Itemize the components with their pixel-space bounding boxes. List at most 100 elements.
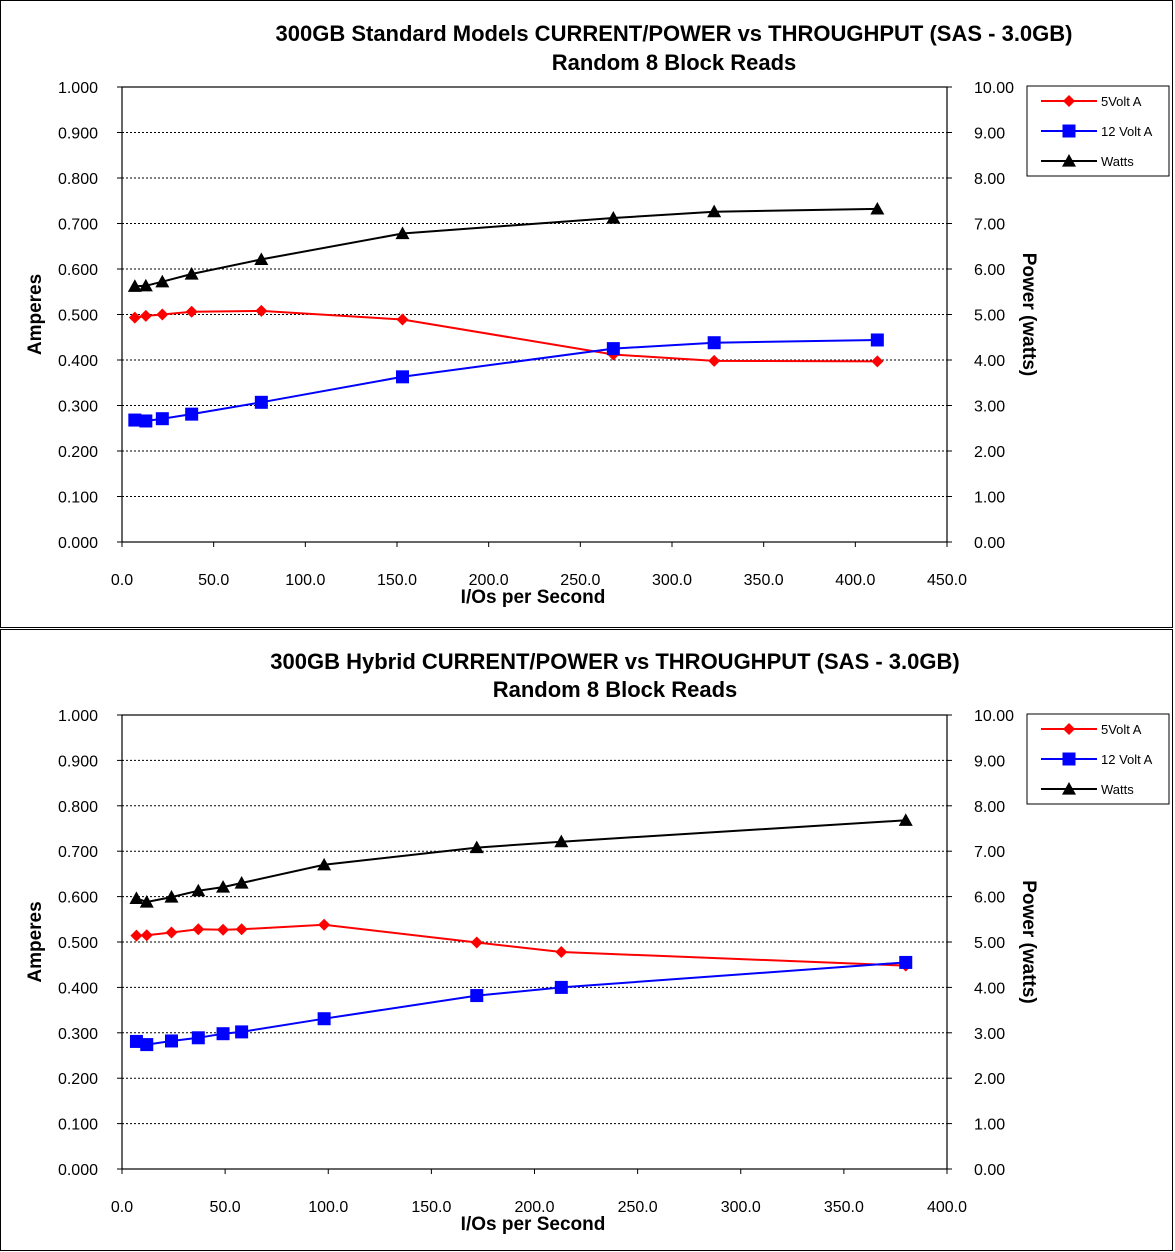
data-point <box>254 395 268 409</box>
y-tick-label: 0.900 <box>58 126 98 143</box>
data-point <box>128 311 141 324</box>
x-tick-label: 400.0 <box>835 572 875 589</box>
chart-subtitle: Random 8 Block Reads <box>552 50 797 75</box>
chart-subtitle: Random 8 Block Reads <box>493 677 738 702</box>
y2-tick-label: 2.00 <box>974 444 1005 461</box>
data-point <box>317 857 332 871</box>
data-point <box>898 813 913 826</box>
y-tick-label: 0.100 <box>58 490 98 507</box>
data-point <box>871 355 884 368</box>
chart-standard: 300GB Standard Models CURRENT/POWER vs T… <box>25 21 1170 608</box>
series-line <box>136 923 906 967</box>
x-tick-label: 0.0 <box>111 1199 133 1216</box>
x-tick-label: 250.0 <box>618 1199 658 1216</box>
x-tick-label: 300.0 <box>721 1199 761 1216</box>
y-tick-label: 1.000 <box>58 80 98 97</box>
chart-hybrid: 300GB Hybrid CURRENT/POWER vs THROUGHPUT… <box>25 649 1170 1235</box>
x-tick-label: 200.0 <box>469 572 509 589</box>
legend-label: 12 Volt A <box>1101 124 1153 139</box>
y2-tick-label: 10.00 <box>974 80 1014 97</box>
data-point <box>254 252 269 266</box>
data-point <box>396 313 409 326</box>
data-point <box>191 1031 205 1045</box>
y2-tick-label: 1.00 <box>974 490 1005 507</box>
y2-tick-label: 6.00 <box>974 262 1005 279</box>
y2-tick-label: 7.00 <box>974 217 1005 234</box>
data-point <box>185 407 199 421</box>
data-point <box>606 342 620 356</box>
y-tick-label: 0.600 <box>58 262 98 279</box>
y-tick-label: 0.300 <box>58 1026 98 1043</box>
series-line <box>136 961 906 1046</box>
data-point <box>870 333 884 347</box>
data-point <box>139 895 154 908</box>
data-point <box>470 936 483 949</box>
data-point <box>470 989 484 1003</box>
legend-label: 5Volt A <box>1101 94 1142 109</box>
y2-tick-label: 3.00 <box>974 1026 1005 1043</box>
data-point <box>129 891 144 905</box>
data-point <box>469 840 484 854</box>
data-point <box>185 305 198 318</box>
x-tick-label: 150.0 <box>377 572 417 589</box>
y2-tick-label: 3.00 <box>974 399 1005 416</box>
y-tick-label: 0.800 <box>58 171 98 188</box>
y2-tick-label: 9.00 <box>974 753 1005 770</box>
data-point <box>140 1038 154 1052</box>
y-tick-label: 0.300 <box>58 399 98 416</box>
chart-panel-standard: 300GB Standard Models CURRENT/POWER vs T… <box>0 0 1173 628</box>
y-tick-label: 0.400 <box>58 980 98 997</box>
x-axis-title: I/Os per Second <box>461 587 606 608</box>
y-tick-label: 0.700 <box>58 217 98 234</box>
data-point <box>216 880 231 893</box>
data-point <box>606 211 621 224</box>
data-point <box>155 412 169 426</box>
x-tick-label: 100.0 <box>308 1199 348 1216</box>
data-point <box>165 1034 178 1048</box>
series-line <box>136 819 906 904</box>
y2-tick-label: 0.00 <box>974 535 1005 552</box>
y-tick-label: 0.900 <box>58 753 98 770</box>
y-tick-label: 0.400 <box>58 353 98 370</box>
data-point <box>554 980 568 994</box>
x-tick-label: 350.0 <box>744 572 784 589</box>
y-axis-title: Amperes <box>25 901 46 982</box>
legend-marker <box>1062 752 1076 766</box>
chart-title: 300GB Hybrid CURRENT/POWER vs THROUGHPUT… <box>270 649 959 674</box>
x-tick-label: 250.0 <box>560 572 600 589</box>
data-point <box>235 1025 249 1039</box>
data-point <box>155 274 170 288</box>
data-point <box>139 414 153 428</box>
x-tick-label: 400.0 <box>927 1199 967 1216</box>
data-point <box>707 204 722 218</box>
legend-marker <box>1062 782 1076 795</box>
series-line <box>134 207 878 288</box>
data-point <box>708 354 721 367</box>
x-tick-label: 150.0 <box>411 1199 451 1216</box>
y-tick-label: 0.100 <box>58 1117 98 1134</box>
data-point <box>165 926 178 939</box>
legend-marker <box>1063 95 1075 107</box>
data-point <box>192 923 205 936</box>
chart-panel-hybrid: 300GB Hybrid CURRENT/POWER vs THROUGHPUT… <box>0 629 1173 1251</box>
y2-tick-label: 4.00 <box>974 353 1005 370</box>
y2-tick-label: 0.00 <box>974 1162 1005 1179</box>
data-point <box>217 923 230 936</box>
x-axis-title: I/Os per Second <box>461 1214 606 1235</box>
data-point <box>395 226 410 240</box>
y-tick-label: 0.700 <box>58 844 98 861</box>
y-tick-label: 1.000 <box>58 708 98 725</box>
y-tick-label: 0.000 <box>58 535 98 552</box>
data-point <box>191 883 206 897</box>
x-tick-label: 50.0 <box>210 1199 241 1216</box>
y-tick-label: 0.500 <box>58 308 98 325</box>
y2-tick-label: 8.00 <box>974 799 1005 816</box>
data-point <box>396 370 409 384</box>
data-point <box>255 304 268 317</box>
x-tick-label: 50.0 <box>198 572 229 589</box>
y2-axis-title: Power (watts) <box>1018 880 1039 1004</box>
legend-label: Watts <box>1101 782 1134 797</box>
y-tick-label: 0.600 <box>58 890 98 907</box>
data-point <box>216 1027 230 1041</box>
data-point <box>555 945 568 958</box>
